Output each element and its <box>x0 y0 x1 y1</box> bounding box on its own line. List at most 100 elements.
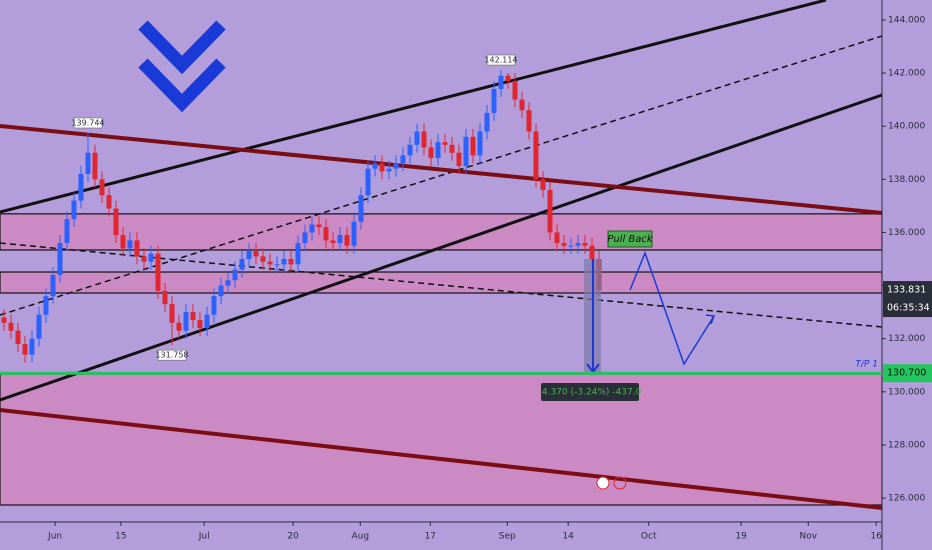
candle-body <box>456 152 462 167</box>
candle-body <box>526 110 532 132</box>
price-marker-box <box>486 54 516 66</box>
candle-body <box>127 240 133 249</box>
candle-body <box>141 256 147 262</box>
y-tick-label: 144.000 <box>888 15 925 25</box>
y-tick-label: 136.000 <box>888 228 925 238</box>
candle-body <box>1 317 7 323</box>
candle-body <box>50 274 56 297</box>
candle-body <box>323 227 329 241</box>
candle-body <box>484 112 490 132</box>
candle-body <box>225 280 231 286</box>
candle-body <box>155 253 161 291</box>
candle-body <box>505 75 511 82</box>
countdown: 06:35:34 <box>887 303 930 314</box>
price-marker: 142.114 <box>484 56 517 65</box>
x-tick-label: 19 <box>735 532 747 542</box>
candle-body <box>204 314 210 329</box>
candle-body <box>498 75 504 89</box>
candle-body <box>365 168 371 196</box>
candle-body <box>106 195 112 209</box>
x-tick-label: Jul <box>198 532 210 542</box>
candle-body <box>295 243 301 265</box>
candle-body <box>113 208 119 236</box>
candle-body <box>344 235 350 246</box>
projection-path <box>629 250 715 366</box>
candle-body <box>568 245 574 247</box>
candle-body <box>246 251 252 260</box>
candle-body <box>351 221 357 246</box>
price-marker-box <box>73 117 103 129</box>
callout: Pull Back <box>607 234 654 245</box>
price-tag <box>883 281 932 318</box>
candle-body <box>491 88 497 113</box>
candle-body <box>64 219 70 244</box>
x-tick-label: Aug <box>352 532 370 542</box>
x-tick-label: 15 <box>115 532 126 542</box>
candle-body <box>71 200 77 220</box>
price-marker: 139.744 <box>71 118 104 127</box>
candle-body <box>260 256 266 262</box>
candle-body <box>281 259 287 265</box>
x-tick-label: 20 <box>287 532 299 542</box>
candle-body <box>582 243 588 246</box>
candle-body <box>477 131 483 156</box>
candle-body <box>302 232 308 244</box>
y-tick-label: 138.000 <box>888 175 925 185</box>
candle-body <box>78 174 84 201</box>
y-tick-label: 128.000 <box>888 440 925 450</box>
y-tick-label: 126.000 <box>888 494 925 504</box>
price-marker: 131.758 <box>155 351 188 360</box>
target-tag <box>883 364 932 383</box>
price-marker-box <box>157 349 187 361</box>
candle-body <box>169 304 175 323</box>
zone <box>0 213 883 251</box>
candle-body <box>43 296 49 315</box>
trendline <box>0 35 883 316</box>
candle-body <box>407 144 413 156</box>
candle-body <box>267 261 273 265</box>
x-tick-label: Oct <box>641 532 657 542</box>
candle-body <box>57 243 63 275</box>
measure-label-box <box>541 383 639 401</box>
candle-body <box>442 142 448 145</box>
candle-body <box>22 344 28 355</box>
candle-body <box>239 259 245 270</box>
y-tick-label: 132.000 <box>888 334 925 344</box>
candle-body <box>148 253 154 262</box>
candle-body <box>421 131 427 148</box>
candle-body <box>533 131 539 180</box>
candle-body <box>358 195 364 222</box>
candle-body <box>134 240 140 257</box>
callout-box <box>607 230 653 248</box>
trendline <box>0 124 883 215</box>
y-tick-label: 140.000 <box>888 122 925 132</box>
candle-body <box>547 189 553 233</box>
measure-label: -4.370 (-3.24%) -437.0 <box>539 388 642 398</box>
candle-body <box>589 245 595 260</box>
x-tick-label: Jun <box>47 532 62 542</box>
candle-body <box>92 152 98 180</box>
candle-body <box>428 147 434 159</box>
chevron-icon <box>138 58 226 113</box>
candle-body <box>176 322 182 331</box>
candle-body <box>330 240 336 244</box>
target-label: 130.700 <box>887 368 926 379</box>
y-tick-label: 130.000 <box>888 387 925 397</box>
candle-body <box>435 142 441 159</box>
x-tick-label: 16 <box>870 532 882 542</box>
candle-body <box>575 243 581 246</box>
event-icon <box>613 476 627 490</box>
x-tick-label: 14 <box>562 532 574 542</box>
x-tick-label: Nov <box>800 532 818 542</box>
candle-body <box>274 264 280 266</box>
candle-body <box>337 235 343 244</box>
candle-body <box>519 99 525 111</box>
candle-body <box>8 322 14 331</box>
arrow-head <box>705 314 716 325</box>
y-tick-label: 142.000 <box>888 69 925 79</box>
candle-body <box>253 251 259 257</box>
candle-body <box>232 269 238 281</box>
zone <box>0 271 883 294</box>
trendline <box>0 0 827 214</box>
